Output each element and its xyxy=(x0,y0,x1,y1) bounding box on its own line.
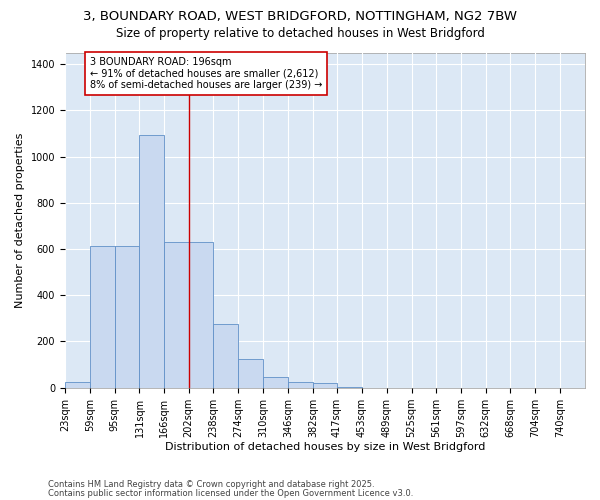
Bar xyxy=(65,382,90,388)
Text: Size of property relative to detached houses in West Bridgford: Size of property relative to detached ho… xyxy=(116,28,484,40)
Text: Contains HM Land Registry data © Crown copyright and database right 2025.: Contains HM Land Registry data © Crown c… xyxy=(48,480,374,489)
Bar xyxy=(164,242,188,388)
Text: 3, BOUNDARY ROAD, WEST BRIDGFORD, NOTTINGHAM, NG2 7BW: 3, BOUNDARY ROAD, WEST BRIDGFORD, NOTTIN… xyxy=(83,10,517,23)
Bar xyxy=(238,359,263,388)
Bar xyxy=(313,383,337,388)
Bar xyxy=(288,382,313,388)
Bar xyxy=(263,378,288,388)
X-axis label: Distribution of detached houses by size in West Bridgford: Distribution of detached houses by size … xyxy=(165,442,485,452)
Bar xyxy=(337,386,362,388)
Y-axis label: Number of detached properties: Number of detached properties xyxy=(15,132,25,308)
Bar xyxy=(188,242,214,388)
Bar xyxy=(214,324,238,388)
Bar xyxy=(139,134,164,388)
Text: Contains public sector information licensed under the Open Government Licence v3: Contains public sector information licen… xyxy=(48,489,413,498)
Bar xyxy=(90,246,115,388)
Text: 3 BOUNDARY ROAD: 196sqm
← 91% of detached houses are smaller (2,612)
8% of semi-: 3 BOUNDARY ROAD: 196sqm ← 91% of detache… xyxy=(90,57,322,90)
Bar xyxy=(115,246,139,388)
